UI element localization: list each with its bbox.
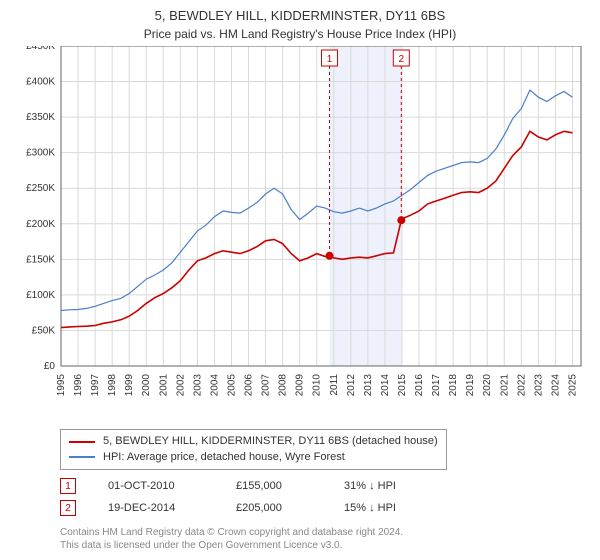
sale-date: 01-OCT-2010 [108, 480, 208, 492]
svg-text:2017: 2017 [431, 374, 442, 397]
svg-text:2008: 2008 [278, 374, 289, 397]
sale-price: £205,000 [236, 502, 316, 514]
svg-text:2016: 2016 [414, 374, 425, 397]
footnote-licence: This data is licensed under the Open Gov… [60, 539, 586, 552]
svg-text:£0: £0 [44, 361, 56, 372]
svg-text:2025: 2025 [567, 374, 578, 397]
price-chart: £0 £50K £100K £150K £200K £250K £300K £350K £400… [14, 46, 586, 414]
svg-text:£250K: £250K [26, 184, 55, 195]
page-title: 5, BEWDLEY HILL, KIDDERMINSTER, DY11 6BS [14, 8, 586, 25]
sale-date: 19-DEC-2014 [108, 502, 208, 514]
svg-text:2002: 2002 [175, 374, 186, 397]
svg-text:2001: 2001 [158, 374, 169, 397]
svg-text:2012: 2012 [346, 374, 357, 397]
svg-text:£150K: £150K [26, 255, 55, 266]
footnote-copyright: Contains HM Land Registry data © Crown c… [60, 526, 586, 539]
svg-text:£400K: £400K [26, 77, 55, 88]
svg-text:2015: 2015 [397, 374, 408, 397]
sale-row: 2 19-DEC-2014 £205,000 15% ↓ HPI [60, 500, 586, 516]
legend-swatch [69, 456, 95, 458]
legend-item: 5, BEWDLEY HILL, KIDDERMINSTER, DY11 6BS… [69, 434, 438, 449]
svg-text:2006: 2006 [244, 374, 255, 397]
svg-text:1999: 1999 [124, 374, 135, 397]
svg-text:£50K: £50K [32, 326, 56, 337]
svg-text:2021: 2021 [499, 374, 510, 397]
sale-price: £155,000 [236, 480, 316, 492]
legend-label: HPI: Average price, detached house, Wyre… [103, 450, 345, 465]
svg-text:2023: 2023 [533, 374, 544, 397]
sale-diff: 15% ↓ HPI [344, 502, 444, 514]
legend-item: HPI: Average price, detached house, Wyre… [69, 450, 438, 465]
sale-diff: 31% ↓ HPI [344, 480, 444, 492]
svg-text:2019: 2019 [465, 374, 476, 397]
svg-text:1997: 1997 [90, 374, 101, 397]
svg-text:2011: 2011 [329, 374, 340, 396]
svg-text:1995: 1995 [56, 374, 67, 397]
svg-text:2003: 2003 [192, 374, 203, 397]
legend-swatch [69, 441, 95, 443]
page-subtitle: Price paid vs. HM Land Registry's House … [14, 27, 586, 43]
svg-text:2024: 2024 [550, 374, 561, 397]
svg-text:2007: 2007 [261, 374, 272, 397]
svg-text:2010: 2010 [312, 374, 323, 397]
svg-text:£100K: £100K [26, 290, 55, 301]
svg-text:2: 2 [399, 54, 405, 65]
svg-text:£450K: £450K [26, 46, 55, 52]
sale-row: 1 01-OCT-2010 £155,000 31% ↓ HPI [60, 478, 586, 494]
svg-text:2009: 2009 [295, 374, 306, 397]
sale-index: 1 [60, 478, 76, 494]
svg-text:£300K: £300K [26, 148, 55, 159]
svg-text:2005: 2005 [226, 374, 237, 397]
svg-text:2020: 2020 [482, 374, 493, 397]
svg-text:1996: 1996 [73, 374, 84, 397]
sale-index: 2 [60, 500, 76, 516]
svg-text:£350K: £350K [26, 113, 55, 124]
sales-table: 1 01-OCT-2010 £155,000 31% ↓ HPI 2 19-DEC-201… [60, 478, 586, 522]
svg-text:1998: 1998 [107, 374, 118, 397]
svg-text:2004: 2004 [209, 374, 220, 397]
svg-text:2014: 2014 [380, 374, 391, 397]
svg-text:1: 1 [327, 54, 333, 65]
legend-label: 5, BEWDLEY HILL, KIDDERMINSTER, DY11 6BS… [103, 434, 438, 449]
svg-text:2022: 2022 [516, 374, 527, 397]
svg-text:2000: 2000 [141, 374, 152, 397]
svg-text:2013: 2013 [363, 374, 374, 397]
legend: 5, BEWDLEY HILL, KIDDERMINSTER, DY11 6BS… [60, 429, 447, 470]
svg-text:£200K: £200K [26, 219, 55, 230]
chart-area: £0 £50K £100K £150K £200K £250K £300K £350K £400… [14, 46, 586, 423]
svg-text:2018: 2018 [448, 374, 459, 397]
